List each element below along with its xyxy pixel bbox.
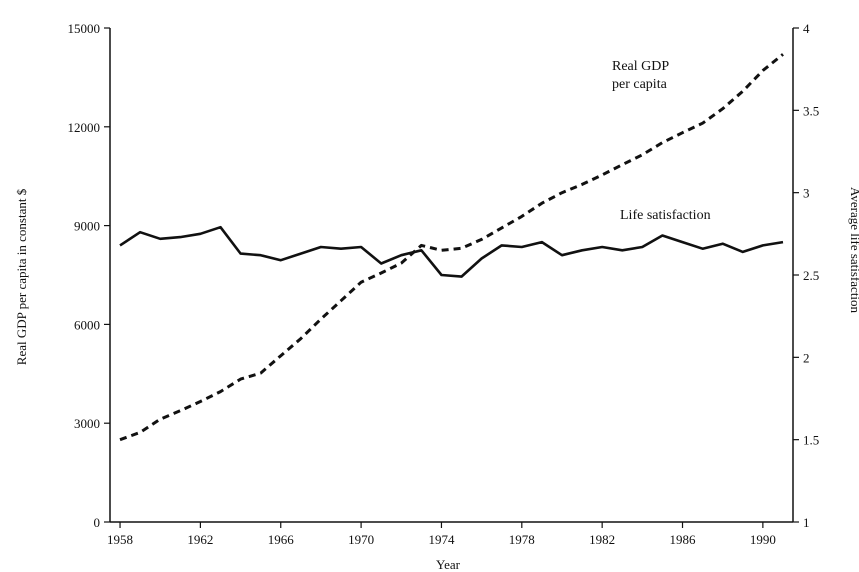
y-left-ticks: 0 3000 6000 9000 12000 15000	[68, 21, 110, 530]
y-right-axis-title: Average life satisfaction	[848, 187, 859, 314]
y-right-tick-label: 1.5	[803, 433, 819, 448]
x-axis-title: Year	[436, 557, 461, 572]
y-left-axis-title: Real GDP per capita in constant $	[14, 188, 29, 365]
gdp-per-capita-line	[119, 53, 784, 442]
y-right-tick-label: 2	[803, 350, 810, 365]
y-left-tick-label: 3000	[74, 416, 100, 431]
y-left-tick-label: 15000	[68, 21, 101, 36]
gdp-series-annotation-line1: Real GDP	[612, 59, 669, 74]
x-tick-label: 1990	[750, 532, 776, 547]
y-right-tick-label: 1	[803, 515, 810, 530]
series-layer	[119, 53, 784, 442]
x-tick-label: 1974	[428, 532, 455, 547]
y-right-tick-label: 4	[803, 21, 810, 36]
x-tick-label: 1966	[268, 532, 295, 547]
x-tick-label: 1982	[589, 532, 615, 547]
life-satisfaction-series-annotation: Life satisfaction	[620, 208, 711, 223]
y-left-tick-label: 0	[94, 515, 101, 530]
gdp-series-annotation-line2: per capita	[612, 77, 668, 92]
y-right-tick-label: 3	[803, 186, 810, 201]
y-right-ticks: 1 1.5 2 2.5 3 3.5 4	[793, 21, 819, 530]
y-left-tick-label: 9000	[74, 219, 100, 234]
y-left-tick-label: 12000	[68, 120, 101, 135]
x-tick-label: 1962	[187, 532, 213, 547]
life-satisfaction-line	[119, 225, 784, 278]
y-right-tick-label: 3.5	[803, 103, 819, 118]
x-tick-label: 1958	[107, 532, 133, 547]
y-right-tick-label: 2.5	[803, 268, 819, 283]
x-tick-label: 1986	[670, 532, 697, 547]
x-ticks: 1958 1962 1966 1970 1974 1978 1982 1986 1990	[107, 522, 776, 547]
y-left-tick-label: 6000	[74, 317, 100, 332]
x-tick-label: 1970	[348, 532, 374, 547]
x-tick-label: 1978	[509, 532, 535, 547]
